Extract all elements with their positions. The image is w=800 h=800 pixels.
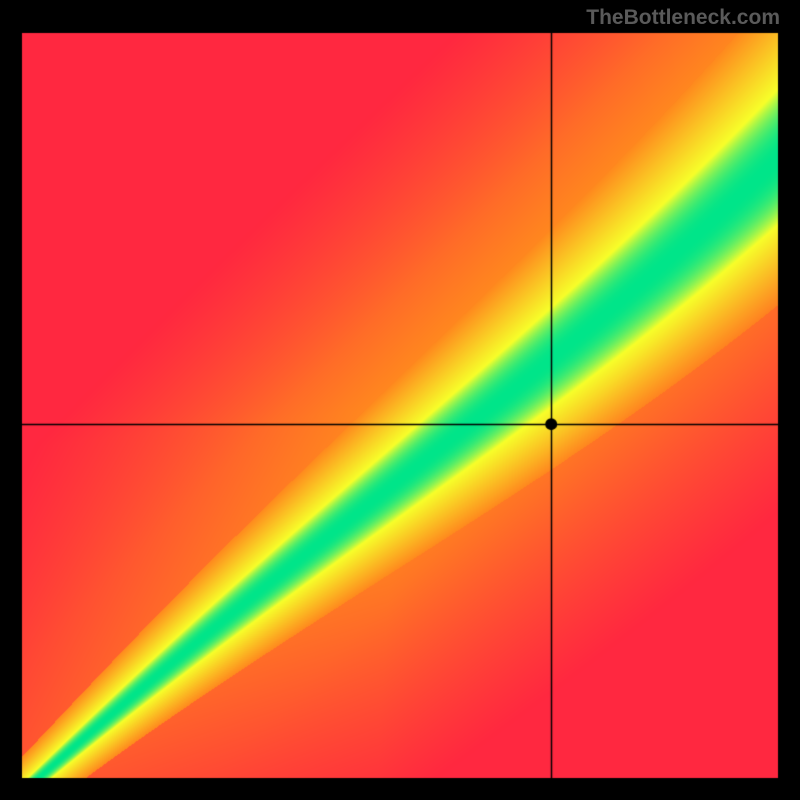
- bottleneck-heatmap: [0, 0, 800, 800]
- watermark-text: TheBottleneck.com: [586, 6, 780, 30]
